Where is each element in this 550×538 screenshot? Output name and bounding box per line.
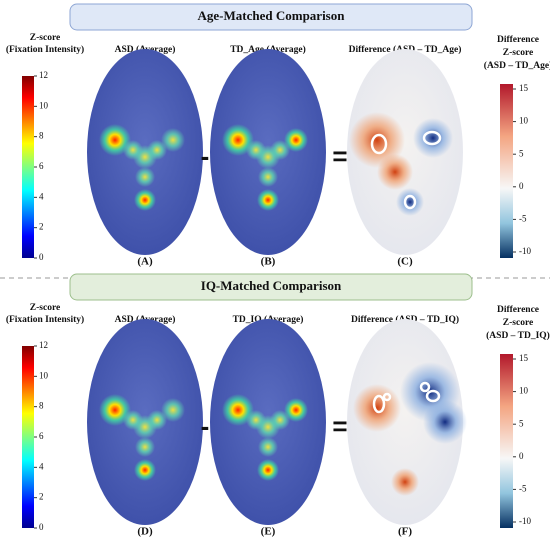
- tick-label: 10: [39, 100, 49, 110]
- fixation-spot: [134, 189, 156, 211]
- tick-label: 4: [39, 461, 44, 471]
- fixation-spot: [257, 459, 279, 481]
- operator: -: [201, 141, 210, 171]
- significance-contour: [372, 394, 386, 414]
- tick-label: 12: [39, 70, 48, 80]
- fixation-spot: [135, 167, 155, 187]
- colorbar-title: (ASD – TD_IQ): [486, 330, 550, 341]
- panel-label: (A): [137, 256, 153, 268]
- colorbar: [22, 76, 34, 258]
- tick-label: -5: [519, 213, 527, 223]
- tick-label: 6: [39, 161, 44, 171]
- fixation-spot: [284, 128, 308, 152]
- fixation-spot: [258, 437, 278, 457]
- tick-label: 6: [39, 431, 44, 441]
- fixation-spot: [134, 459, 156, 481]
- operator: =: [332, 411, 347, 441]
- fixation-spot: [258, 167, 278, 187]
- panel-label: (E): [261, 526, 276, 538]
- fixation-spot: [161, 398, 185, 422]
- banner-title: IQ-Matched Comparison: [201, 278, 342, 293]
- fixation-spot: [222, 124, 254, 156]
- significance-contour: [382, 392, 392, 402]
- fixation-spot: [222, 394, 254, 426]
- fixation-spot: [99, 124, 131, 156]
- difference-spot: [423, 400, 467, 444]
- significance-contour: [422, 130, 442, 146]
- colorbar-title: (Fixation Intensity): [6, 314, 84, 325]
- fixation-spot: [123, 410, 143, 430]
- fixation-spot: [99, 394, 131, 426]
- colorbar-title: Difference: [497, 35, 539, 45]
- banner-title: Age-Matched Comparison: [198, 8, 346, 23]
- tick-label: 2: [39, 492, 44, 502]
- fixation-spot: [135, 437, 155, 457]
- colorbar-title: Z-score: [503, 48, 533, 58]
- tick-label: 10: [39, 370, 49, 380]
- significance-contour: [419, 381, 431, 393]
- tick-label: 4: [39, 191, 44, 201]
- banner: [69, 273, 473, 301]
- banner: [69, 3, 473, 31]
- tick-label: 0: [39, 252, 44, 262]
- tick-label: 2: [39, 222, 44, 232]
- colorbar: [500, 84, 513, 258]
- difference-spot: [377, 154, 413, 190]
- tick-label: 0: [519, 451, 524, 461]
- difference-spot: [391, 468, 419, 496]
- tick-label: 15: [519, 353, 529, 363]
- colorbar: [500, 354, 513, 528]
- tick-label: 5: [519, 148, 524, 158]
- colorbar-title: (Fixation Intensity): [6, 44, 84, 55]
- colorbar: [22, 346, 34, 528]
- panel-label: (D): [137, 526, 153, 538]
- colorbar-title: Difference: [497, 305, 539, 315]
- fixation-spot: [246, 140, 266, 160]
- panel-label: (C): [397, 256, 413, 268]
- fixation-spot: [284, 398, 308, 422]
- difference-spot: [413, 118, 453, 158]
- tick-label: 5: [519, 418, 524, 428]
- fixation-spot: [246, 410, 266, 430]
- colorbar-title: Z-score: [30, 303, 60, 313]
- operator: =: [332, 141, 347, 171]
- colorbar-title: Z-score: [503, 318, 533, 328]
- fixation-spot: [270, 140, 290, 160]
- tick-label: 15: [519, 83, 529, 93]
- operator: -: [201, 411, 210, 441]
- tick-label: 0: [519, 181, 524, 191]
- fixation-spot: [270, 410, 290, 430]
- difference-spot: [353, 384, 401, 432]
- fixation-spot: [123, 140, 143, 160]
- face-heatmap: [347, 49, 463, 255]
- significance-contour: [403, 194, 417, 210]
- fixation-spot: [147, 410, 167, 430]
- tick-label: 12: [39, 340, 48, 350]
- tick-label: -5: [519, 483, 527, 493]
- colorbar-title: (ASD – TD_Age): [484, 60, 550, 71]
- fixation-spot: [161, 128, 185, 152]
- panel-label: (F): [398, 526, 412, 538]
- difference-spot: [396, 188, 424, 216]
- significance-contour: [425, 389, 441, 403]
- fixation-spot: [257, 189, 279, 211]
- tick-label: 8: [39, 131, 44, 141]
- panel-label: (B): [261, 256, 276, 268]
- tick-label: 8: [39, 401, 44, 411]
- tick-label: 0: [39, 522, 44, 532]
- tick-label: -10: [519, 516, 531, 526]
- tick-label: -10: [519, 246, 531, 256]
- significance-contour: [370, 133, 388, 155]
- tick-label: 10: [519, 386, 529, 396]
- tick-label: 10: [519, 116, 529, 126]
- difference-spot: [349, 112, 405, 168]
- colorbar-title: Z-score: [30, 33, 60, 43]
- fixation-spot: [147, 140, 167, 160]
